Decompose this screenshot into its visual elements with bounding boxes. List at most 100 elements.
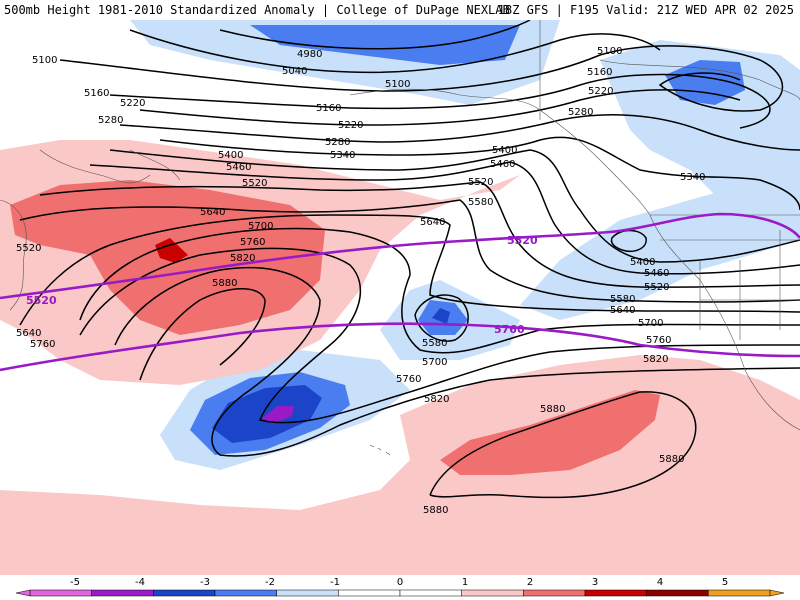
valid-time: 18Z GFS | F195 Valid: 21Z WED APR 02 202… [497,3,794,17]
contour-label-5100-center: 5100 [385,79,410,90]
contour-line-5100 [59,45,784,112]
contour-label-5520-center: 5520 [468,177,493,188]
contour-label-5640-center: 5640 [420,217,445,228]
contour-line-5700 [79,227,800,354]
contour-line-5280 [119,114,800,151]
colorbar-segment [153,589,216,597]
anomaly-region-neg3-central [432,308,450,324]
colorbar-tick-label: 2 [527,577,533,588]
contour-label-5400-east: 5400 [630,257,655,268]
contour-label-5100-east: 5100 [597,46,622,57]
contour-label-5760-west: 5760 [240,237,265,248]
contour-label-5460-west: 5460 [226,162,251,173]
colorbar-segment [708,589,771,597]
contour-label-5880-south: 5880 [423,505,448,516]
colorbar-tick-label: -4 [135,577,145,588]
contour-label-4980: 4980 [297,49,322,60]
contour-label-5280-east: 5280 [568,107,593,118]
colorbar-tick-label: -2 [265,577,275,588]
contour-label-5100-west: 5100 [32,55,57,66]
highlight-contours [0,212,800,372]
contour-label-5220-west: 5220 [120,98,145,109]
colorbar-segment [29,589,92,597]
contour-line-5520 [39,181,800,288]
anomaly-region-neg1-northeast [600,40,800,200]
colorbar-tick-label: 1 [462,577,468,588]
highlight-labels: 5520 5520 5760 [26,234,538,336]
colorbar-segment [276,589,339,597]
contour-line-5580-closed [414,294,469,342]
contour-line-5340 [159,136,800,211]
contour-label-5760-center: 5760 [396,374,421,385]
colorbar-segment [91,589,154,597]
colorbar-ramp [15,589,785,597]
colorbar-min-arrow [15,589,31,597]
contour-label-5640-east: 5640 [610,305,635,316]
colorbar-tick-label: 0 [397,577,403,588]
title-bar: 500mb Height 1981-2010 Standardized Anom… [0,0,800,20]
coastline-asia [0,149,181,311]
contour-label-5700-east: 5700 [638,318,663,329]
contour-label-5760-east: 5760 [646,335,671,346]
contour-line-5400 [109,149,800,263]
coastlines [0,20,800,456]
contour-label-5220-center: 5220 [338,120,363,131]
contour-label-5880-east: 5880 [659,454,684,465]
contour-label-5520-west: 5520 [242,178,267,189]
contour-line-5820 [114,266,800,457]
highlight-label-5520-east: 5520 [507,234,538,247]
anomaly-map: 4980 5040 5100 5100 5100 5160 5160 5160 … [0,20,800,575]
highlight-label-5760: 5760 [494,323,525,336]
highlight-line-5520 [0,212,800,300]
colorbar-segment [338,589,401,597]
anomaly-region-pos2-east-pacific [440,390,660,475]
colorbar-tick-label: 5 [722,577,728,588]
colorbar-segment [214,589,277,597]
contour-line-5460 [89,161,800,275]
coastline-canada [539,20,800,120]
colorbar-segment [399,589,462,597]
contour-label-5760-far-west: 5760 [30,339,55,350]
contour-label-5280-west: 5280 [98,115,123,126]
contour-label-5880-center: 5880 [540,404,565,415]
contour-label-5580-center: 5580 [468,197,493,208]
hawaii-islands [369,444,391,456]
contour-label-5640-west: 5640 [200,207,225,218]
colorbar-segment [523,589,586,597]
colorbar-tick-label: -3 [200,577,210,588]
anomaly-region-neg3-south [212,385,322,443]
contour-label-5280-center: 5280 [325,137,350,148]
colorbar-tick-label: 3 [592,577,598,588]
contour-label-5820-east: 5820 [643,354,668,365]
colorbar-segment [461,589,524,597]
highlight-label-5520-west: 5520 [26,294,57,307]
map-title: 500mb Height 1981-2010 Standardized Anom… [4,3,510,17]
contour-label-5580-low: 5580 [422,338,447,349]
coastline-north-america [649,214,800,431]
anomaly-region-neg2-north [250,25,520,65]
contour-label-5640-far-west: 5640 [16,328,41,339]
contour-labels: 4980 5040 5100 5100 5100 5160 5160 5160 … [16,46,705,516]
contour-line-4980 [219,20,531,50]
contour-label-5700-west: 5700 [248,221,273,232]
negative-anomaly-shading [130,20,800,470]
contour-label-5160-east: 5160 [587,67,612,78]
colorbar-tick-labels: -5 -4 -3 -2 -1 0 1 2 3 4 5 [70,577,728,588]
contour-label-5400-center: 5400 [492,145,517,156]
colorbar: -5 -4 -3 -2 -1 0 1 2 3 4 5 [0,575,800,600]
colorbar-tick-label: -1 [330,577,340,588]
contour-label-5820-west: 5820 [230,253,255,264]
contour-label-5700-low: 5700 [422,357,447,368]
contour-label-5340-east: 5340 [680,172,705,183]
contour-label-5220-east: 5220 [588,86,613,97]
contour-label-5520-east: 5520 [644,282,669,293]
contour-label-5400-west: 5400 [218,150,243,161]
colorbar-segment [584,589,647,597]
contour-label-5820-center: 5820 [424,394,449,405]
anomaly-region-neg4-south [262,406,294,424]
coastline-alaska [349,88,651,216]
colorbar-max-arrow [769,589,785,597]
contour-line-5160 [109,73,771,129]
colorbar-tick-label: 4 [657,577,663,588]
contour-label-5040: 5040 [282,66,307,77]
